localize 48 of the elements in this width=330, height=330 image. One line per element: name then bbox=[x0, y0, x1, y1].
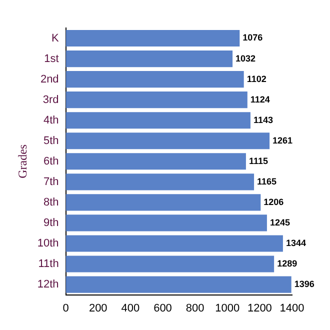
y-tick-label: K bbox=[51, 32, 60, 44]
y-axis-title: Grades bbox=[15, 144, 30, 178]
bar bbox=[66, 256, 274, 272]
bar bbox=[66, 194, 261, 211]
x-tick-label: 200 bbox=[88, 302, 108, 314]
data-label: 1115 bbox=[248, 156, 268, 166]
data-label: 1076 bbox=[242, 32, 263, 43]
data-label: 1165 bbox=[257, 176, 277, 186]
x-tick-label: 1000 bbox=[215, 302, 240, 314]
x-tick-label: 1200 bbox=[247, 302, 272, 314]
bar bbox=[66, 30, 240, 47]
x-tick-label: 400 bbox=[121, 302, 140, 314]
data-label: 1396 bbox=[294, 279, 314, 290]
y-tick-label: 1st bbox=[44, 52, 59, 65]
bar bbox=[66, 132, 270, 150]
data-label: 1102 bbox=[246, 74, 266, 84]
data-label: 1261 bbox=[272, 135, 293, 146]
y-tick-label: 5th bbox=[44, 134, 59, 147]
y-tick-label: 12th bbox=[37, 278, 59, 291]
x-tick-label: 1400 bbox=[280, 302, 304, 314]
data-label: 1289 bbox=[277, 258, 298, 268]
y-tick-label: 10th bbox=[37, 238, 59, 250]
y-tick-label: 2nd bbox=[40, 73, 59, 86]
bar bbox=[66, 112, 250, 129]
x-tick-label: 800 bbox=[186, 302, 204, 314]
bar bbox=[66, 235, 283, 252]
bar bbox=[66, 50, 233, 68]
bar bbox=[66, 92, 248, 108]
y-tick-label: 9th bbox=[44, 217, 59, 229]
bar bbox=[66, 174, 254, 190]
y-tick-label: 6th bbox=[44, 155, 59, 168]
y-tick-label: 3rd bbox=[42, 94, 59, 106]
data-label: 1032 bbox=[236, 53, 256, 64]
y-tick-label: 7th bbox=[44, 176, 59, 188]
bar bbox=[66, 71, 244, 88]
bar bbox=[66, 276, 292, 293]
data-label: 1124 bbox=[250, 94, 270, 104]
data-label: 1143 bbox=[253, 114, 274, 125]
y-tick-label: 4th bbox=[44, 114, 59, 126]
data-label: 1245 bbox=[270, 217, 290, 228]
x-tick-label: 600 bbox=[154, 302, 172, 314]
bar bbox=[66, 153, 246, 170]
bar bbox=[66, 214, 267, 232]
data-label: 1344 bbox=[286, 238, 306, 248]
data-label: 1206 bbox=[264, 196, 284, 207]
x-tick-label: 0 bbox=[62, 302, 69, 314]
y-tick-label: 8th bbox=[44, 196, 59, 208]
y-tick-label: 11th bbox=[38, 258, 59, 270]
